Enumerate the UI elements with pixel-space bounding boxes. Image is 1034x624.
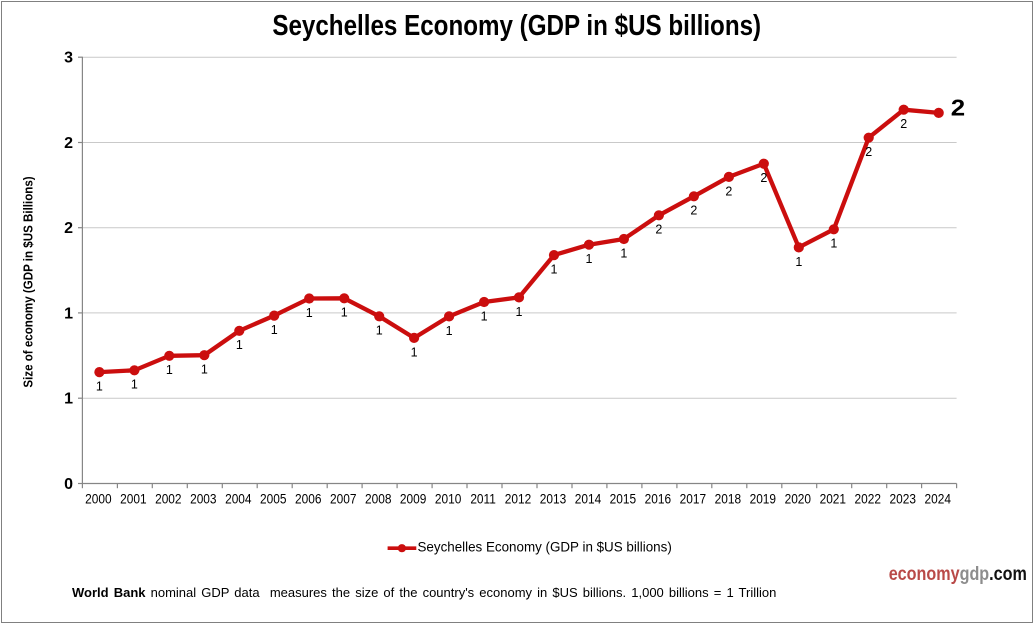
- svg-text:1: 1: [551, 263, 558, 277]
- svg-text:1: 1: [96, 380, 103, 394]
- svg-text:1: 1: [131, 378, 138, 392]
- svg-text:3: 3: [64, 50, 73, 67]
- svg-text:2024: 2024: [924, 491, 950, 507]
- svg-text:1: 1: [620, 246, 627, 260]
- svg-text:1: 1: [411, 345, 418, 359]
- svg-text:1: 1: [341, 306, 348, 320]
- svg-text:2017: 2017: [680, 491, 706, 507]
- svg-text:2006: 2006: [295, 491, 321, 507]
- svg-text:2: 2: [725, 184, 732, 198]
- svg-text:2: 2: [900, 117, 907, 131]
- svg-text:2014: 2014: [575, 491, 601, 507]
- svg-text:Seychelles Economy (GDP in $US: Seychelles Economy (GDP in $US billions): [418, 539, 672, 554]
- svg-text:2009: 2009: [400, 491, 426, 507]
- svg-text:2004: 2004: [225, 491, 251, 507]
- svg-text:1: 1: [201, 363, 208, 377]
- svg-text:2: 2: [951, 96, 965, 122]
- svg-text:2005: 2005: [260, 491, 286, 507]
- svg-text:2003: 2003: [190, 491, 216, 507]
- svg-text:2007: 2007: [330, 491, 356, 507]
- svg-text:2018: 2018: [715, 491, 741, 507]
- svg-text:1: 1: [446, 324, 453, 338]
- svg-text:2011: 2011: [470, 491, 496, 507]
- svg-text:1: 1: [166, 363, 173, 377]
- svg-text:1: 1: [795, 255, 802, 269]
- svg-text:2: 2: [64, 135, 73, 152]
- svg-text:2021: 2021: [820, 491, 846, 507]
- svg-text:2002: 2002: [155, 491, 181, 507]
- svg-text:2: 2: [655, 223, 662, 237]
- svg-text:1: 1: [306, 306, 313, 320]
- svg-text:1: 1: [516, 305, 523, 319]
- svg-text:2001: 2001: [120, 491, 146, 507]
- svg-text:2: 2: [690, 204, 697, 218]
- svg-text:0: 0: [64, 476, 73, 493]
- svg-text:1: 1: [64, 305, 73, 322]
- svg-text:2015: 2015: [610, 491, 636, 507]
- svg-text:2013: 2013: [540, 491, 566, 507]
- svg-text:2: 2: [865, 145, 872, 159]
- svg-text:1: 1: [830, 237, 837, 251]
- svg-text:1: 1: [481, 309, 488, 323]
- svg-text:1: 1: [271, 323, 278, 337]
- svg-text:2012: 2012: [505, 491, 531, 507]
- svg-text:1: 1: [586, 252, 593, 266]
- svg-text:2008: 2008: [365, 491, 391, 507]
- svg-text:2: 2: [760, 171, 767, 185]
- svg-text:2020: 2020: [785, 491, 811, 507]
- svg-text:2019: 2019: [750, 491, 776, 507]
- svg-text:1: 1: [236, 338, 243, 352]
- svg-text:2: 2: [64, 220, 73, 237]
- svg-text:1: 1: [64, 391, 73, 408]
- svg-text:2000: 2000: [85, 491, 111, 507]
- svg-text:2022: 2022: [854, 491, 880, 507]
- svg-text:1: 1: [376, 324, 383, 338]
- svg-text:2023: 2023: [889, 491, 915, 507]
- svg-text:2010: 2010: [435, 491, 461, 507]
- svg-text:2016: 2016: [645, 491, 671, 507]
